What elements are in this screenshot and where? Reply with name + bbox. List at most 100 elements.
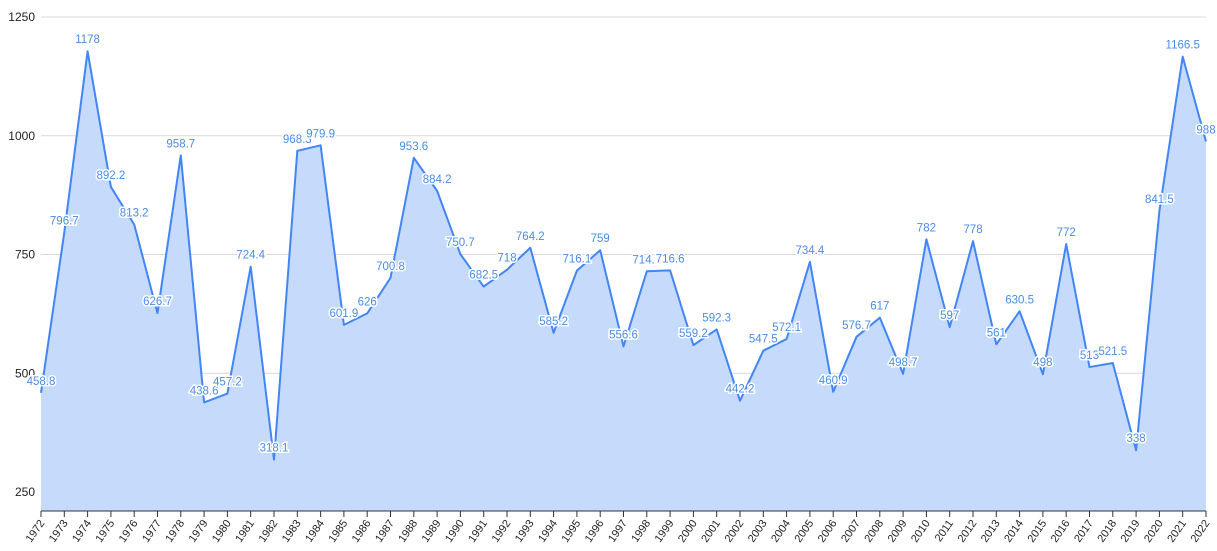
- data-label: 597: [940, 310, 959, 322]
- x-tick-label: 2013: [979, 518, 1003, 545]
- data-label: 521.5: [1098, 346, 1127, 358]
- x-tick-label: 1996: [583, 518, 607, 545]
- x-tick-label: 2004: [769, 518, 793, 545]
- data-label: 592.3: [702, 312, 731, 324]
- data-label: 884.2: [423, 174, 452, 186]
- x-tick-label: 1994: [536, 518, 560, 545]
- data-label: 778: [963, 224, 982, 236]
- x-tick-label: 1977: [140, 518, 164, 545]
- data-label: 714.7: [632, 254, 661, 266]
- x-tick-label: 1979: [187, 518, 211, 545]
- data-label: 626.7: [143, 296, 172, 308]
- x-tick-label: 2022: [1189, 518, 1213, 545]
- x-tick-label: 2009: [886, 518, 910, 545]
- data-label: 718: [497, 253, 516, 265]
- x-tick-label: 1985: [326, 518, 350, 545]
- x-tick-label: 2018: [1095, 518, 1119, 545]
- data-label: 442.2: [726, 384, 755, 396]
- data-label: 460.9: [819, 375, 848, 387]
- data-label: 759: [591, 233, 610, 245]
- x-tick-label: 1981: [233, 518, 257, 545]
- data-label: 988: [1196, 124, 1215, 136]
- data-label: 547.5: [749, 334, 778, 346]
- x-tick-label: 2021: [1165, 518, 1189, 545]
- x-tick-label: 1999: [653, 518, 677, 545]
- data-label: 630.5: [1005, 294, 1034, 306]
- data-label: 318.1: [260, 443, 289, 455]
- data-label: 716.6: [656, 253, 685, 265]
- x-tick-label: 2003: [746, 518, 770, 545]
- data-label: 438.6: [190, 385, 219, 397]
- data-label: 716.1: [563, 254, 592, 266]
- data-label: 813.2: [120, 207, 149, 219]
- data-label: 572.1: [772, 322, 801, 334]
- x-tick-label: 2019: [1119, 518, 1143, 545]
- data-label: 764.2: [516, 231, 545, 243]
- data-label: 585.2: [539, 316, 568, 328]
- data-label: 561: [987, 327, 1006, 339]
- x-tick-label: 1992: [490, 518, 514, 545]
- x-tick-label: 2000: [676, 518, 700, 545]
- x-tick-label: 2002: [723, 518, 747, 545]
- data-label: 498.7: [889, 357, 918, 369]
- x-tick-label: 2012: [956, 518, 980, 545]
- x-tick-label: 1972: [24, 518, 48, 545]
- x-tick-label: 2015: [1025, 518, 1049, 545]
- data-label: 841.5: [1145, 194, 1174, 206]
- data-label: 498: [1033, 357, 1052, 369]
- data-label: 338: [1127, 433, 1146, 445]
- x-tick-label: 2014: [1002, 518, 1026, 545]
- x-tick-label: 2020: [1142, 518, 1166, 545]
- area-line: [40, 50, 1207, 461]
- x-tick-label: 1993: [513, 518, 537, 545]
- x-tick-label: 1984: [303, 518, 327, 545]
- x-tick-label: 1986: [350, 518, 374, 545]
- y-tick-label: 1000: [8, 129, 35, 143]
- data-label: 953.6: [399, 141, 428, 153]
- x-tick-label: 1995: [559, 518, 583, 545]
- data-label: 559.2: [679, 328, 708, 340]
- x-tick-label: 2008: [862, 518, 886, 545]
- data-label: 700.8: [376, 261, 405, 273]
- x-tick-label: 1991: [466, 518, 490, 545]
- x-tick-label: 2010: [909, 518, 933, 545]
- x-tick-label: 1998: [629, 518, 653, 545]
- data-label: 968.3: [283, 134, 312, 146]
- area-fill: [41, 51, 1206, 511]
- y-tick-label: 250: [15, 485, 35, 499]
- data-label: 782: [917, 222, 936, 234]
- x-tick-label: 1976: [117, 518, 141, 545]
- x-tick-label: 1982: [257, 518, 281, 545]
- data-label: 626: [358, 296, 377, 308]
- data-label: 796.7: [50, 215, 79, 227]
- x-tick-label: 1975: [93, 518, 117, 545]
- x-tick-label: 2006: [816, 518, 840, 545]
- data-label: 576.7: [842, 320, 871, 332]
- x-tick-label: 2005: [792, 518, 816, 545]
- data-label: 734.4: [796, 245, 825, 257]
- x-tick-label: 1974: [70, 518, 94, 545]
- x-tick-label: 1983: [280, 518, 304, 545]
- x-tick-label: 1987: [373, 518, 397, 545]
- data-label: 556.6: [609, 329, 638, 341]
- x-tick-label: 2017: [1072, 518, 1096, 545]
- y-tick-label: 750: [15, 248, 35, 262]
- data-label: 958.7: [166, 138, 195, 150]
- x-tick-label: 1980: [210, 518, 234, 545]
- data-label: 892.2: [97, 170, 126, 182]
- data-label: 513: [1080, 350, 1099, 362]
- x-tick-label: 2016: [1049, 518, 1073, 545]
- data-label: 1166.5: [1166, 40, 1200, 52]
- data-label: 750.7: [446, 237, 475, 249]
- data-label: 724.4: [236, 250, 265, 262]
- x-tick-label: 1988: [396, 518, 420, 545]
- data-label: 1178: [75, 34, 100, 46]
- y-tick-label: 500: [15, 366, 35, 380]
- data-label: 601.9: [330, 308, 359, 320]
- data-label: 979.9: [306, 128, 335, 140]
- data-label: 682.5: [469, 270, 498, 282]
- data-label: 457.2: [213, 377, 242, 389]
- y-tick-label: 1250: [8, 10, 35, 24]
- x-tick-label: 2001: [699, 518, 723, 545]
- data-label: 772: [1057, 227, 1076, 239]
